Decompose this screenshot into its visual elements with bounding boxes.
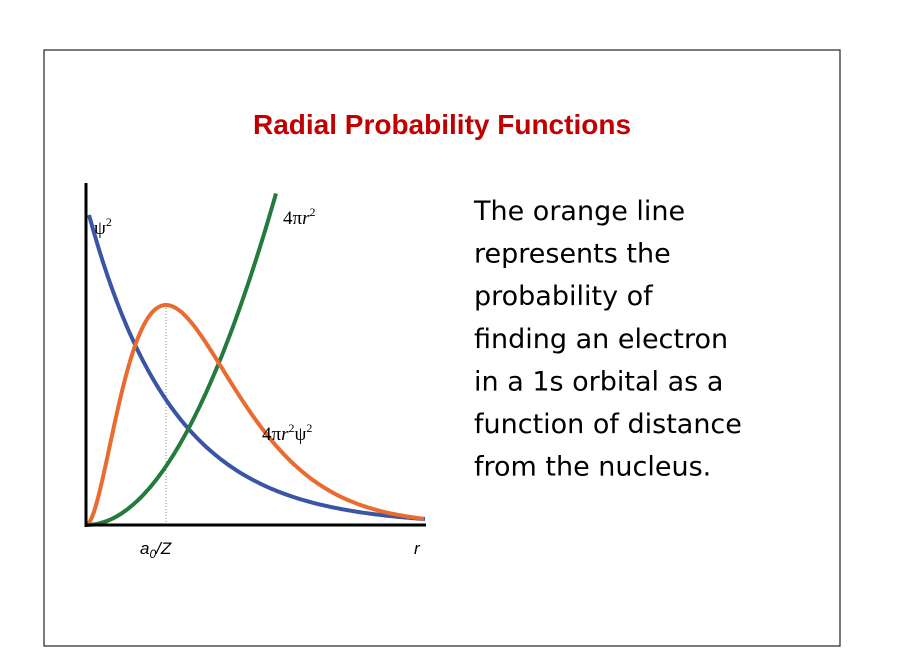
body-line: in a 1s orbital as a — [474, 366, 723, 397]
four-pi-r-squared-label: 4πr2 — [283, 205, 316, 229]
plot: ψ2 4πr2 4πr2ψ2 a0/Z r — [84, 183, 426, 561]
product-label: 4πr2ψ2 — [262, 421, 312, 445]
slide-frame — [43, 49, 841, 647]
body-line: from the nucleus. — [474, 452, 711, 483]
body-line: finding an electron — [474, 324, 728, 355]
r-axis-label: r — [414, 539, 421, 558]
radial-probability-curve — [85, 302, 425, 527]
body-line: function of distance — [474, 409, 742, 440]
slide-title: Radial Probability Functions — [253, 109, 631, 140]
body-text: The orange line represents the probability… — [473, 196, 742, 483]
body-line: probability of — [474, 281, 654, 312]
psi-squared-label: ψ2 — [94, 215, 112, 239]
body-line: represents the — [474, 239, 671, 270]
psi-squared-curve — [87, 214, 426, 521]
four-pi-r-squared-curve — [86, 192, 278, 527]
body-line: The orange line — [473, 196, 685, 227]
a0-label: a0/Z — [140, 539, 172, 561]
